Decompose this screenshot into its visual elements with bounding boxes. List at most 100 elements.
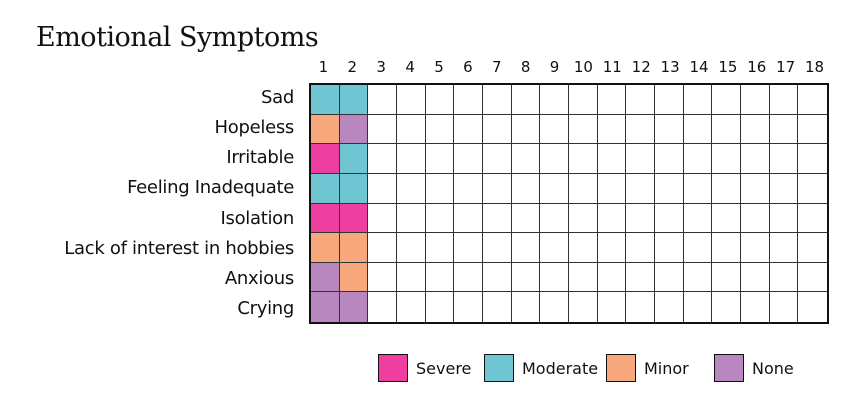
empty-cell[interactable]	[597, 262, 627, 293]
empty-cell[interactable]	[396, 262, 426, 293]
empty-cell[interactable]	[454, 262, 483, 293]
empty-cell[interactable]	[482, 203, 512, 234]
empty-cell[interactable]	[626, 292, 655, 322]
rating-cell[interactable]	[311, 173, 340, 204]
rating-cell[interactable]	[339, 203, 369, 234]
empty-cell[interactable]	[396, 114, 426, 145]
empty-cell[interactable]	[511, 144, 541, 174]
empty-cell[interactable]	[425, 233, 455, 263]
empty-cell[interactable]	[769, 233, 799, 263]
empty-cell[interactable]	[368, 233, 397, 263]
empty-cell[interactable]	[454, 114, 483, 145]
empty-cell[interactable]	[425, 144, 455, 174]
empty-cell[interactable]	[425, 262, 455, 293]
empty-cell[interactable]	[712, 203, 741, 234]
empty-cell[interactable]	[770, 292, 799, 322]
empty-cell[interactable]	[597, 233, 627, 263]
empty-cell[interactable]	[798, 174, 827, 204]
rating-cell[interactable]	[311, 262, 340, 293]
rating-cell[interactable]	[339, 85, 369, 115]
rating-cell[interactable]	[339, 114, 369, 145]
empty-cell[interactable]	[454, 292, 483, 322]
empty-cell[interactable]	[769, 144, 799, 174]
empty-cell[interactable]	[798, 144, 827, 174]
empty-cell[interactable]	[798, 115, 827, 145]
rating-cell[interactable]	[339, 262, 369, 293]
empty-cell[interactable]	[740, 114, 770, 145]
empty-cell[interactable]	[798, 233, 827, 263]
empty-cell[interactable]	[769, 203, 799, 234]
empty-cell[interactable]	[368, 144, 397, 174]
empty-cell[interactable]	[740, 262, 770, 293]
empty-cell[interactable]	[769, 173, 799, 204]
empty-cell[interactable]	[798, 292, 827, 322]
empty-cell[interactable]	[454, 233, 483, 263]
empty-cell[interactable]	[396, 233, 426, 263]
empty-cell[interactable]	[454, 85, 483, 115]
empty-cell[interactable]	[368, 114, 397, 145]
empty-cell[interactable]	[568, 233, 598, 263]
empty-cell[interactable]	[511, 85, 541, 115]
empty-cell[interactable]	[683, 262, 713, 293]
empty-cell[interactable]	[426, 292, 455, 322]
empty-cell[interactable]	[712, 173, 741, 204]
empty-cell[interactable]	[626, 144, 655, 174]
empty-cell[interactable]	[425, 203, 455, 234]
empty-cell[interactable]	[397, 292, 426, 322]
empty-cell[interactable]	[597, 173, 627, 204]
empty-cell[interactable]	[540, 114, 569, 145]
empty-cell[interactable]	[712, 85, 741, 115]
rating-cell[interactable]	[339, 173, 369, 204]
empty-cell[interactable]	[368, 203, 397, 234]
empty-cell[interactable]	[540, 203, 569, 234]
empty-cell[interactable]	[568, 173, 598, 204]
empty-cell[interactable]	[597, 144, 627, 174]
empty-cell[interactable]	[568, 203, 598, 234]
empty-cell[interactable]	[626, 85, 655, 115]
empty-cell[interactable]	[798, 263, 827, 293]
empty-cell[interactable]	[368, 173, 397, 204]
rating-cell[interactable]	[311, 85, 340, 115]
empty-cell[interactable]	[396, 203, 426, 234]
empty-cell[interactable]	[654, 203, 684, 234]
empty-cell[interactable]	[425, 173, 455, 204]
empty-cell[interactable]	[425, 85, 455, 115]
rating-cell[interactable]	[311, 114, 340, 145]
empty-cell[interactable]	[597, 85, 627, 115]
empty-cell[interactable]	[654, 173, 684, 204]
empty-cell[interactable]	[626, 262, 655, 293]
empty-cell[interactable]	[540, 85, 569, 115]
empty-cell[interactable]	[740, 85, 770, 115]
empty-cell[interactable]	[740, 233, 770, 263]
empty-cell[interactable]	[482, 233, 512, 263]
empty-cell[interactable]	[626, 203, 655, 234]
empty-cell[interactable]	[626, 114, 655, 145]
empty-cell[interactable]	[540, 173, 569, 204]
empty-cell[interactable]	[598, 292, 627, 322]
empty-cell[interactable]	[740, 203, 770, 234]
empty-cell[interactable]	[396, 144, 426, 174]
empty-cell[interactable]	[712, 292, 741, 322]
empty-cell[interactable]	[568, 85, 598, 115]
rating-cell[interactable]	[311, 203, 340, 234]
empty-cell[interactable]	[798, 204, 827, 234]
rating-cell[interactable]	[311, 233, 340, 263]
empty-cell[interactable]	[540, 292, 569, 322]
empty-cell[interactable]	[482, 173, 512, 204]
empty-cell[interactable]	[482, 144, 512, 174]
empty-cell[interactable]	[368, 262, 397, 293]
empty-cell[interactable]	[798, 85, 827, 115]
rating-cell[interactable]	[311, 144, 340, 174]
empty-cell[interactable]	[540, 233, 569, 263]
empty-cell[interactable]	[483, 292, 512, 322]
empty-cell[interactable]	[740, 173, 770, 204]
empty-cell[interactable]	[482, 114, 512, 145]
empty-cell[interactable]	[511, 173, 541, 204]
empty-cell[interactable]	[454, 203, 483, 234]
empty-cell[interactable]	[454, 144, 483, 174]
empty-cell[interactable]	[511, 203, 541, 234]
empty-cell[interactable]	[769, 85, 799, 115]
rating-cell[interactable]	[339, 292, 369, 322]
empty-cell[interactable]	[712, 114, 741, 145]
empty-cell[interactable]	[654, 144, 684, 174]
